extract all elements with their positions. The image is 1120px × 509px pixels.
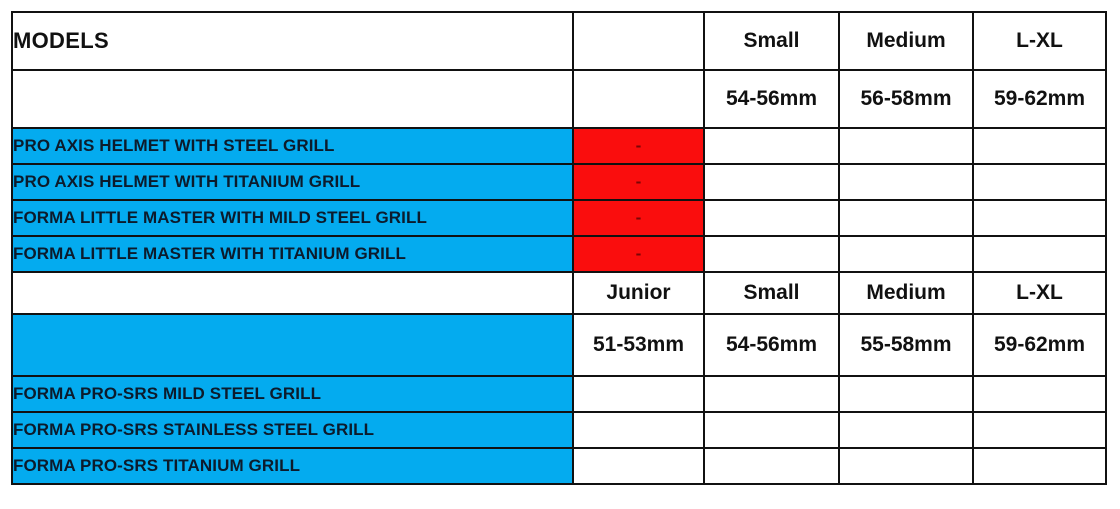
model-name: PRO AXIS HELMET WITH STEEL GRILL xyxy=(11,127,574,165)
availability-cell-medium xyxy=(838,127,974,165)
availability-cell-small xyxy=(703,447,840,485)
availability-cell-junior: - xyxy=(572,163,705,201)
availability-cell-junior: - xyxy=(572,127,705,165)
size-value-lxl: 59-62mm xyxy=(972,69,1107,129)
availability-cell-small xyxy=(703,163,840,201)
size-value-medium: 55-58mm xyxy=(838,313,974,377)
size-value-small: 54-56mm xyxy=(703,313,840,377)
model-name: FORMA LITTLE MASTER WITH TITANIUM GRILL xyxy=(11,235,574,273)
table-header-row-section-two: Junior Small Medium L-XL xyxy=(11,271,1107,315)
availability-cell-small xyxy=(703,127,840,165)
size-value-junior-blank xyxy=(572,69,705,129)
table-row: PRO AXIS HELMET WITH STEEL GRILL - xyxy=(11,127,1107,165)
table-row: FORMA PRO-SRS STAINLESS STEEL GRILL xyxy=(11,411,1107,449)
availability-cell-medium xyxy=(838,235,974,273)
model-name: FORMA LITTLE MASTER WITH MILD STEEL GRIL… xyxy=(11,199,574,237)
table-row: FORMA PRO-SRS MILD STEEL GRILL xyxy=(11,375,1107,413)
table-row: FORMA LITTLE MASTER WITH MILD STEEL GRIL… xyxy=(11,199,1107,237)
table-size-row-section-two: 51-53mm 54-56mm 55-58mm 59-62mm xyxy=(11,313,1107,377)
availability-cell-medium xyxy=(838,447,974,485)
availability-cell-lxl xyxy=(972,199,1107,237)
column-header-small: Small xyxy=(703,271,840,315)
size-value-lxl: 59-62mm xyxy=(972,313,1107,377)
availability-cell-junior xyxy=(572,411,705,449)
column-header-medium: Medium xyxy=(838,11,974,71)
size-value-small: 54-56mm xyxy=(703,69,840,129)
model-name: PRO AXIS HELMET WITH TITANIUM GRILL xyxy=(11,163,574,201)
availability-cell-junior: - xyxy=(572,235,705,273)
column-header-medium: Medium xyxy=(838,271,974,315)
table-row: FORMA LITTLE MASTER WITH TITANIUM GRILL … xyxy=(11,235,1107,273)
section-two-label-blank xyxy=(11,271,574,315)
column-header-lxl: L-XL xyxy=(972,11,1107,71)
model-name: FORMA PRO-SRS MILD STEEL GRILL xyxy=(11,375,574,413)
size-row-label-blank xyxy=(11,313,574,377)
table-size-row-section-one: 54-56mm 56-58mm 59-62mm xyxy=(11,69,1107,129)
availability-cell-junior xyxy=(572,447,705,485)
availability-cell-medium xyxy=(838,411,974,449)
table-row: PRO AXIS HELMET WITH TITANIUM GRILL - xyxy=(11,163,1107,201)
helmet-size-chart-table: MODELS Small Medium L-XL 54-56mm 56-58mm… xyxy=(11,11,1107,485)
availability-cell-medium xyxy=(838,199,974,237)
availability-cell-junior: - xyxy=(572,199,705,237)
availability-cell-junior xyxy=(572,375,705,413)
size-value-junior: 51-53mm xyxy=(572,313,705,377)
table-row: FORMA PRO-SRS TITANIUM GRILL xyxy=(11,447,1107,485)
size-value-medium: 56-58mm xyxy=(838,69,974,129)
model-name: FORMA PRO-SRS TITANIUM GRILL xyxy=(11,447,574,485)
page-title: MODELS xyxy=(11,11,574,71)
availability-cell-medium xyxy=(838,163,974,201)
model-name: FORMA PRO-SRS STAINLESS STEEL GRILL xyxy=(11,411,574,449)
availability-cell-lxl xyxy=(972,447,1107,485)
availability-cell-medium xyxy=(838,375,974,413)
size-row-label-blank xyxy=(11,69,574,129)
size-chart-container: MODELS Small Medium L-XL 54-56mm 56-58mm… xyxy=(11,11,1107,485)
table-header-row-section-one: MODELS Small Medium L-XL xyxy=(11,11,1107,71)
availability-cell-small xyxy=(703,199,840,237)
column-header-lxl: L-XL xyxy=(972,271,1107,315)
availability-cell-lxl xyxy=(972,127,1107,165)
column-header-junior: Junior xyxy=(572,271,705,315)
availability-cell-lxl xyxy=(972,375,1107,413)
availability-cell-small xyxy=(703,411,840,449)
availability-cell-small xyxy=(703,235,840,273)
column-header-junior-blank xyxy=(572,11,705,71)
availability-cell-lxl xyxy=(972,163,1107,201)
column-header-small: Small xyxy=(703,11,840,71)
availability-cell-lxl xyxy=(972,411,1107,449)
availability-cell-small xyxy=(703,375,840,413)
availability-cell-lxl xyxy=(972,235,1107,273)
